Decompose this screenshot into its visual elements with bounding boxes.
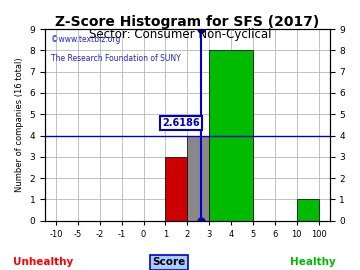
- Text: The Research Foundation of SUNY: The Research Foundation of SUNY: [51, 54, 180, 63]
- Bar: [209, 50, 253, 221]
- Text: ©www.textbiz.org: ©www.textbiz.org: [51, 35, 120, 44]
- Text: Score: Score: [153, 257, 186, 267]
- Text: Sector: Consumer Non-Cyclical: Sector: Consumer Non-Cyclical: [89, 28, 271, 41]
- Text: Unhealthy: Unhealthy: [13, 257, 73, 267]
- Bar: [187, 136, 209, 221]
- Bar: [165, 157, 187, 221]
- Text: Healthy: Healthy: [290, 257, 336, 267]
- Text: 2.6186: 2.6186: [162, 118, 200, 128]
- Bar: [297, 200, 319, 221]
- Y-axis label: Number of companies (16 total): Number of companies (16 total): [15, 58, 24, 192]
- Title: Z-Score Histogram for SFS (2017): Z-Score Histogram for SFS (2017): [55, 15, 319, 29]
